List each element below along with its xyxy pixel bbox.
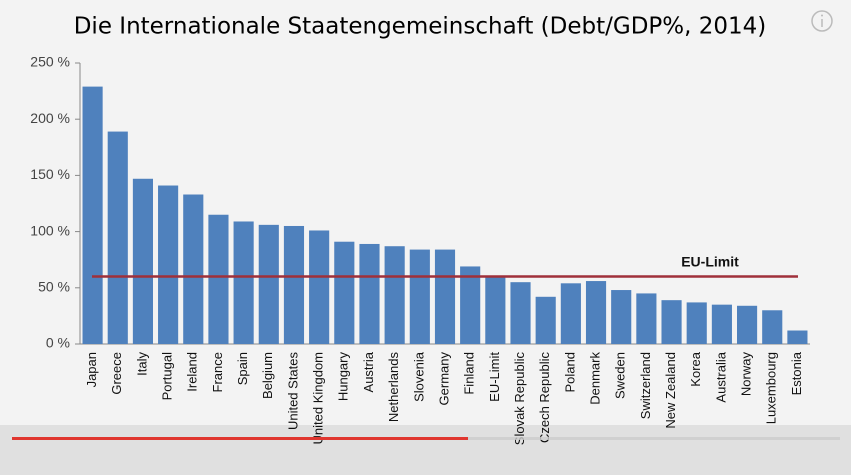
x-tick-label: Finland: [462, 352, 477, 395]
bar: [384, 246, 405, 344]
x-tick-label: Japan: [84, 352, 99, 387]
bar: [485, 276, 506, 344]
x-tick-label: Sweden: [613, 352, 628, 399]
x-tick-label: Spain: [235, 352, 250, 385]
bar: [535, 296, 556, 344]
x-tick-label: Poland: [562, 352, 577, 392]
info-icon-dot: [821, 14, 823, 17]
x-tick-label: Luxembourg: [764, 352, 779, 424]
x-tick-label: Estonia: [789, 351, 804, 395]
bar: [560, 283, 581, 344]
x-tick-label: Slovak Republic: [512, 352, 527, 446]
bar: [434, 249, 456, 344]
bar: [158, 185, 179, 344]
bar: [611, 290, 632, 344]
bar: [762, 310, 783, 344]
x-tick-label: Hungary: [336, 352, 351, 402]
progress-played[interactable]: [12, 437, 468, 440]
y-tick-label: 0 %: [46, 335, 70, 351]
bar: [686, 302, 707, 344]
x-tick-label: Portugal: [160, 352, 175, 401]
reference-label: EU-Limit: [681, 253, 739, 269]
x-tick-label: Germany: [436, 352, 451, 406]
bar: [636, 293, 657, 344]
x-tick-label: Ireland: [185, 352, 200, 392]
x-tick-label: Czech Republic: [537, 352, 552, 444]
x-tick-label: Belgium: [260, 352, 275, 399]
x-tick-label: United Kingdom: [311, 352, 326, 445]
x-tick-label: Austria: [361, 351, 376, 392]
bar: [107, 131, 128, 344]
info-icon[interactable]: [811, 10, 833, 32]
bar: [233, 221, 254, 344]
bar: [82, 86, 103, 344]
x-tick-label: EU-Limit: [487, 352, 502, 402]
controls-shade: [0, 425, 851, 475]
y-tick-label: 50 %: [38, 279, 70, 295]
bar: [258, 224, 279, 344]
x-tick-label: Slovenia: [411, 351, 426, 402]
y-tick-label: 100 %: [30, 222, 70, 238]
bar: [132, 178, 153, 344]
x-tick-label: Korea: [688, 351, 703, 386]
x-tick-label: New Zealand: [663, 352, 678, 429]
bar: [510, 282, 531, 344]
y-tick-label: 250 %: [30, 54, 70, 70]
x-tick-label: Norway: [739, 352, 754, 397]
bar: [208, 214, 229, 344]
x-tick-label: Switzerland: [638, 352, 653, 419]
y-tick-label: 200 %: [30, 110, 70, 126]
plot: 0 % 50 % 100 % 150 % 200 % 250 % Japan Greece It…: [30, 54, 810, 446]
bar: [359, 243, 380, 344]
bar: [711, 304, 732, 344]
bar: [309, 230, 330, 344]
x-tick-label: Australia: [713, 351, 728, 402]
bar: [661, 300, 682, 344]
x-tick-label: France: [210, 352, 225, 392]
info-button[interactable]: [811, 10, 833, 32]
y-tick-label: 150 %: [30, 166, 70, 182]
bar: [460, 266, 481, 344]
bar: [183, 194, 204, 344]
bar: [409, 249, 430, 344]
bar: [334, 241, 355, 344]
bar: [787, 330, 808, 344]
x-tick-label: Netherlands: [386, 352, 401, 423]
x-tick-label: Italy: [134, 352, 149, 376]
x-tick-label: United States: [285, 352, 300, 431]
chart-title: Die Internationale Staatengemeinschaft (…: [74, 14, 767, 40]
bar: [585, 281, 607, 344]
x-tick-label: Greece: [109, 352, 124, 395]
bar: [737, 305, 758, 344]
bar: [283, 225, 305, 344]
x-tick-label: Denmark: [587, 352, 602, 405]
